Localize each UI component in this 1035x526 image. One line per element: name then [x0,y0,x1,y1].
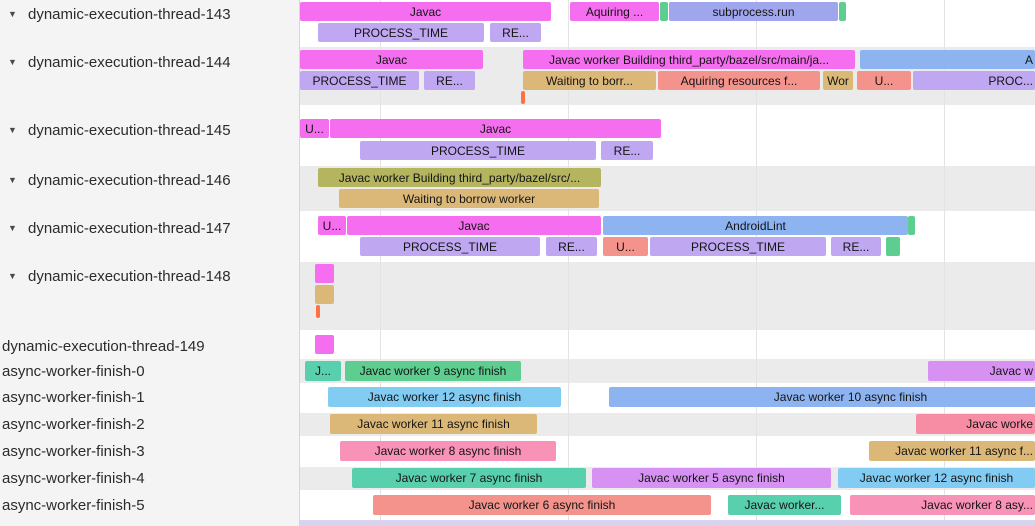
trace-slice[interactable]: Javac worker Building third_party/bazel/… [318,168,601,187]
track-label-async-worker-finish-4[interactable]: async-worker-finish-4 [0,468,302,488]
trace-slice[interactable]: U... [603,237,648,256]
time-gridline [756,0,757,520]
time-gridline [944,0,945,520]
trace-slice[interactable]: RE... [601,141,653,160]
track-name-text: dynamic-execution-thread-147 [28,219,231,237]
trace-slice[interactable]: Javac worker 7 async finish [352,468,586,488]
track-label-dynamic-execution-thread-147[interactable]: ▼ dynamic-execution-thread-147 [0,218,300,238]
trace-slice[interactable]: A [860,50,1035,69]
trace-slice-fragment[interactable] [886,237,900,256]
trace-slice[interactable]: RE... [424,71,475,90]
trace-slice[interactable]: PROCESS_TIME [318,23,484,42]
collapse-triangle-icon: ▼ [8,9,17,19]
track-name-text: dynamic-execution-thread-145 [28,121,231,139]
track-label-dynamic-execution-thread-145[interactable]: ▼ dynamic-execution-thread-145 [0,120,300,140]
trace-slice[interactable]: Javac worker 8 async finish [340,441,556,461]
trace-slice[interactable]: Waiting to borrow worker [339,189,599,208]
collapse-triangle-icon: ▼ [8,223,17,233]
track-label-dynamic-execution-thread-144[interactable]: ▼ dynamic-execution-thread-144 [0,52,300,72]
track-label-async-worker-finish-1[interactable]: async-worker-finish-1 [0,387,302,407]
track-name-panel: ▼ dynamic-execution-thread-143 ▼ dynamic-ex… [0,0,300,526]
trace-slice[interactable]: RE... [831,237,881,256]
track-name-text: async-worker-finish-5 [2,496,145,514]
trace-slice[interactable]: Javac worker 6 async finish [373,495,711,515]
trace-slice[interactable]: Javac worker 11 async finish [330,414,537,434]
track-name-text: async-worker-finish-1 [2,388,145,406]
track-label-dynamic-execution-thread-146[interactable]: ▼ dynamic-execution-thread-146 [0,170,300,190]
collapse-triangle-icon: ▼ [8,125,17,135]
trace-slice[interactable]: Javac worker 12 async finish [328,387,561,407]
trace-slice[interactable]: Waiting to borr... [523,71,656,90]
trace-slice[interactable]: J... [305,361,341,381]
track-name-text: dynamic-execution-thread-149 [2,337,205,355]
trace-slice[interactable]: RE... [490,23,541,42]
trace-slice[interactable]: PROCESS_TIME [650,237,826,256]
trace-slice-fragment[interactable] [521,91,525,104]
track-name-text: dynamic-execution-thread-148 [28,267,231,285]
trace-slice[interactable]: Javac worker 8 asy... [850,495,1035,515]
trace-slice[interactable]: Javac worker 9 async finish [345,361,521,381]
trace-slice[interactable]: PROCESS_TIME [360,141,596,160]
collapse-triangle-icon: ▼ [8,57,17,67]
trace-slice[interactable]: RE... [546,237,597,256]
trace-slice[interactable]: AndroidLint [603,216,908,235]
track-row-shade [300,262,1035,330]
trace-slice[interactable]: Javac worker 10 async finish [609,387,1035,407]
trace-slice[interactable]: Javac [330,119,661,138]
trace-slice[interactable]: Javac worker 12 async finish [838,468,1035,488]
track-name-text: async-worker-finish-2 [2,415,145,433]
trace-slice[interactable]: U... [857,71,911,90]
track-label-dynamic-execution-thread-143[interactable]: ▼ dynamic-execution-thread-143 [0,4,300,24]
trace-slice[interactable]: Javac [300,2,551,21]
trace-slice[interactable]: Javac w [928,361,1035,381]
trace-slice[interactable]: Javac worker... [728,495,841,515]
trace-slice[interactable]: subprocess.run [669,2,838,21]
track-label-dynamic-execution-thread-149[interactable]: dynamic-execution-thread-149 [0,336,302,356]
track-name-text: async-worker-finish-0 [2,362,145,380]
track-name-text: async-worker-finish-3 [2,442,145,460]
trace-slice[interactable]: Javac worker 5 async finish [592,468,831,488]
track-name-text: async-worker-finish-4 [2,469,145,487]
track-label-async-worker-finish-5[interactable]: async-worker-finish-5 [0,495,302,515]
trace-slice-fragment[interactable] [316,305,320,318]
trace-slice[interactable]: U... [318,216,346,235]
time-gridline [568,0,569,520]
trace-slice-fragment[interactable] [315,264,334,283]
track-label-dynamic-execution-thread-148[interactable]: ▼ dynamic-execution-thread-148 [0,266,300,286]
track-label-async-worker-finish-2[interactable]: async-worker-finish-2 [0,414,302,434]
collapse-triangle-icon: ▼ [8,175,17,185]
track-name-text: dynamic-execution-thread-144 [28,53,231,71]
trace-slice[interactable]: Aquiring ... [570,2,659,21]
track-label-async-worker-finish-3[interactable]: async-worker-finish-3 [0,441,302,461]
trace-slice[interactable]: Javac worke [916,414,1035,434]
time-gridline [380,0,381,520]
trace-slice[interactable]: PROCESS_TIME [360,237,540,256]
trace-slice[interactable]: Javac [300,50,483,69]
collapse-triangle-icon: ▼ [8,271,17,281]
track-label-async-worker-finish-0[interactable]: async-worker-finish-0 [0,361,302,381]
trace-slice-fragment[interactable] [315,335,334,354]
trace-slice[interactable]: Aquiring resources f... [658,71,820,90]
trace-slice[interactable]: PROCESS_TIME [300,71,419,90]
track-name-text: dynamic-execution-thread-146 [28,171,231,189]
trace-slice-fragment[interactable] [660,2,668,21]
trace-slice[interactable]: Wor [823,71,853,90]
partial-next-row-slice [300,520,1035,526]
trace-slice[interactable]: Javac [347,216,601,235]
trace-slice-fragment[interactable] [839,2,846,21]
track-name-text: dynamic-execution-thread-143 [28,5,231,23]
trace-slice[interactable]: Javac worker Building third_party/bazel/… [523,50,855,69]
trace-slice-fragment[interactable] [908,216,915,235]
trace-slice[interactable]: Javac worker 11 async f... [869,441,1035,461]
trace-slice[interactable]: PROC... [913,71,1035,90]
trace-slice-fragment[interactable] [315,285,334,304]
trace-slice[interactable]: U... [300,119,329,138]
